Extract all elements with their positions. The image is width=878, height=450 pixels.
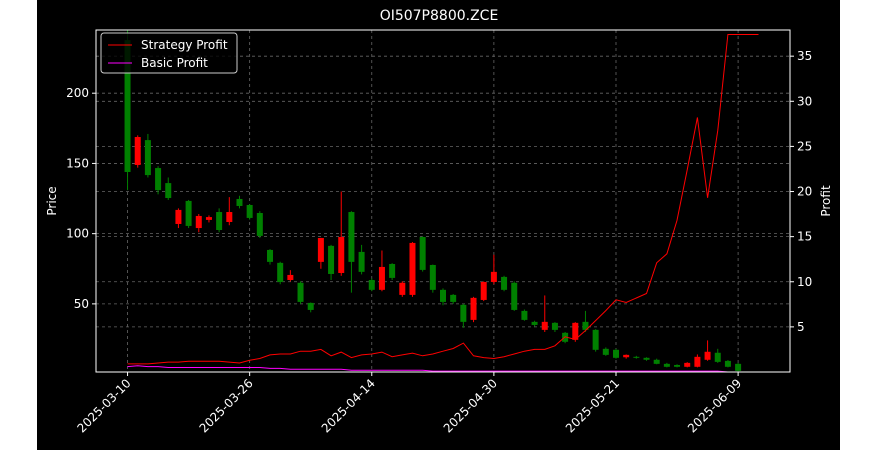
candle-body <box>674 364 681 367</box>
candle-body <box>582 321 589 330</box>
candle-body <box>246 205 253 218</box>
candle-body <box>399 282 406 295</box>
candle-body <box>226 212 233 222</box>
candle-body <box>531 321 538 325</box>
figure-background <box>37 0 840 450</box>
candle-body <box>653 359 660 364</box>
candle-body <box>236 198 243 206</box>
plot-frame <box>95 29 791 373</box>
candle-body <box>378 266 385 290</box>
candle-body <box>368 280 375 290</box>
candle-body <box>521 310 528 320</box>
candle-body <box>429 264 436 290</box>
legend-label: Strategy Profit <box>141 38 228 52</box>
candle-body <box>643 357 650 360</box>
candle-body <box>490 271 497 282</box>
y2-tick-label: 35 <box>797 49 812 63</box>
candle-body <box>694 356 701 367</box>
candle-body <box>735 363 742 371</box>
candle-body <box>480 281 487 300</box>
candle-body <box>612 349 619 358</box>
y-tick-label: 200 <box>66 86 89 100</box>
profit-line <box>127 34 759 365</box>
candle-body <box>175 209 182 224</box>
candle-body <box>450 294 457 302</box>
legend-box <box>100 32 238 74</box>
candle-body <box>704 351 711 360</box>
y2-tick-label: 25 <box>797 139 812 153</box>
candle-body <box>348 212 355 262</box>
candle-body <box>287 274 294 281</box>
candle-body <box>602 348 609 355</box>
candle-body <box>470 297 477 320</box>
candle-body <box>460 304 467 322</box>
candle-body <box>551 322 558 330</box>
candle-body <box>409 242 416 295</box>
candle-body <box>358 251 365 272</box>
candle-body <box>144 140 151 176</box>
candle-body <box>511 282 518 310</box>
candle-body <box>297 282 304 302</box>
y-tick-label: 150 <box>66 156 89 170</box>
y2-tick-label: 15 <box>797 230 812 244</box>
candle-body <box>205 217 212 220</box>
chart-title: OI507P8800.ZCE <box>380 8 499 24</box>
candle-body <box>440 289 446 302</box>
candle-body <box>124 40 131 172</box>
legend-label: Basic Profit <box>141 56 208 70</box>
y-tick-label: 100 <box>66 227 89 241</box>
candle-body <box>317 238 324 262</box>
y-tick-label: 50 <box>74 297 89 311</box>
candle-body <box>592 329 599 350</box>
candle-body <box>389 263 396 278</box>
y2-tick-label: 30 <box>797 94 812 108</box>
candle-body <box>338 237 345 273</box>
candle-body <box>572 322 579 340</box>
candle-body <box>633 356 640 358</box>
candle-body <box>134 137 141 165</box>
candle-body <box>277 262 284 282</box>
y2-tick-label: 20 <box>797 185 812 199</box>
candle-body <box>267 249 274 262</box>
candle-body <box>307 302 314 310</box>
candle-body <box>501 276 508 290</box>
candle-body <box>165 183 172 198</box>
profit-line <box>127 365 759 373</box>
candle-body <box>216 212 223 231</box>
y-axis-label: Price <box>45 186 59 215</box>
candle-body <box>663 363 670 367</box>
candle-body <box>541 321 548 330</box>
candle-body <box>155 168 162 191</box>
candle-body <box>623 354 630 358</box>
candle-body <box>195 215 202 229</box>
candle-body <box>714 352 721 362</box>
candle-body <box>185 200 192 226</box>
candle-body <box>724 360 731 367</box>
y2-tick-label: 10 <box>797 275 812 289</box>
candle-body <box>684 362 691 367</box>
candle-body <box>328 245 335 274</box>
candle-body <box>419 237 426 270</box>
candle-body <box>256 213 263 236</box>
y2-tick-label: 5 <box>797 320 805 334</box>
y2-axis-label: Profit <box>819 185 833 217</box>
